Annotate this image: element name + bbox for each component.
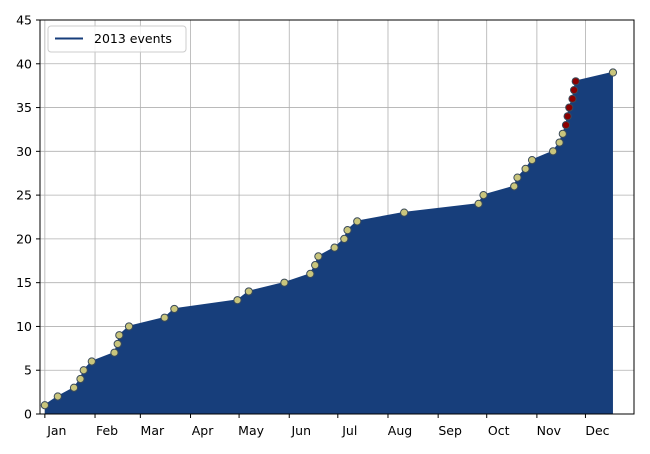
data-point (510, 182, 519, 191)
x-tick-label: Feb (96, 423, 118, 438)
x-tick-label: Sep (438, 423, 462, 438)
data-point (330, 243, 339, 252)
data-point (608, 68, 618, 77)
legend: 2013 events (47, 25, 187, 53)
data-point (513, 173, 522, 182)
x-tick-label: Apr (192, 423, 214, 438)
legend-label: 2013 events (94, 31, 172, 46)
data-point (244, 287, 253, 296)
x-tick-label: Nov (537, 423, 562, 438)
data-point (76, 374, 85, 384)
data-markers (40, 68, 618, 410)
data-point (343, 226, 352, 235)
y-tick-label: 45 (16, 13, 32, 28)
data-point-highlight (565, 103, 574, 112)
data-point (479, 191, 488, 200)
y-axis: 0 5 10 15 20 25 30 35 40 45 (16, 13, 40, 422)
data-point (558, 129, 567, 138)
x-tick-label: Jun (290, 423, 311, 438)
legend-box (47, 25, 187, 53)
data-point (314, 252, 323, 261)
x-tick-label: Mar (141, 423, 165, 438)
data-point (521, 164, 530, 173)
x-tick-label: Aug (388, 423, 412, 438)
data-point (69, 383, 79, 392)
data-point (53, 392, 62, 401)
data-point (110, 348, 119, 357)
data-point (548, 147, 558, 156)
y-tick-label: 40 (16, 56, 32, 71)
data-point-highlight (571, 77, 580, 86)
x-tick-label: May (238, 423, 264, 438)
data-point (79, 366, 88, 375)
data-point (353, 217, 362, 226)
y-tick-label: 35 (16, 100, 32, 115)
data-point (160, 313, 169, 322)
data-point (555, 138, 564, 147)
x-tick-label: Jan (46, 423, 66, 438)
data-point (280, 278, 289, 287)
area-layer (44, 71, 614, 415)
data-point (233, 296, 242, 305)
data-point (400, 208, 409, 217)
y-tick-label: 10 (16, 319, 32, 334)
data-point (527, 155, 537, 165)
data-point (311, 261, 320, 270)
data-point (306, 269, 315, 279)
data-point (87, 357, 96, 366)
data-point-highlight (561, 120, 571, 130)
x-tick-label: Jul (341, 423, 357, 438)
plot-frame (39, 19, 635, 415)
y-tick-label: 15 (16, 275, 32, 290)
y-tick-label: 20 (16, 231, 32, 246)
data-point (113, 339, 122, 349)
data-point (115, 331, 124, 340)
y-tick-label: 5 (24, 363, 32, 378)
data-point (340, 234, 349, 243)
x-tick-label: Dec (585, 423, 609, 438)
y-tick-label: 0 (24, 407, 32, 422)
x-tick-label: Oct (488, 423, 510, 438)
y-tick-label: 25 (16, 188, 32, 203)
data-point (170, 304, 179, 314)
data-point (40, 401, 49, 410)
data-point-highlight (563, 112, 572, 121)
x-axis: Jan Feb Mar Apr May Jun Jul Aug Sep Oct Nov Dec (44, 414, 610, 438)
data-point-highlight (570, 85, 579, 95)
data-point-highlight (568, 94, 577, 103)
y-tick-label: 30 (16, 144, 32, 159)
data-point (124, 322, 134, 331)
data-point (474, 199, 483, 208)
series-area (44, 72, 613, 415)
